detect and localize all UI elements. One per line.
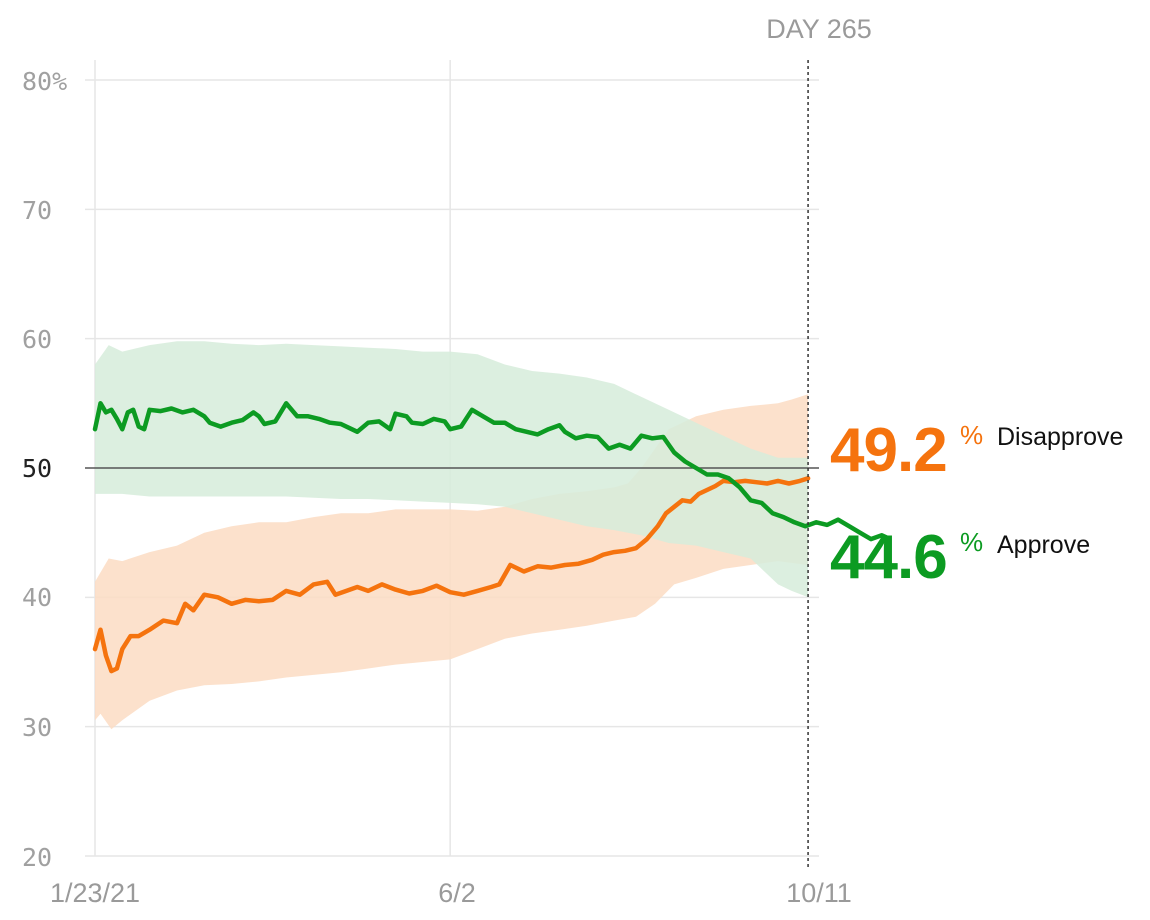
approve-label: Approve [997,531,1090,559]
series-lines [92,401,890,674]
approve-line [92,401,890,542]
y-tick-label: 80% [22,67,67,96]
disapprove-percent-sign: % [960,420,983,450]
disapprove-line [92,476,811,674]
y-tick-label: 50 [22,454,52,483]
x-tick-label: 6/2 [438,878,476,908]
approve-percent-sign: % [960,527,983,557]
approve-value: 44.6 [830,523,947,592]
disapprove-value: 49.2 [830,416,947,485]
x-tick-label: 10/11 [786,878,852,908]
y-tick-label: 40 [22,583,52,612]
y-tick-label: 30 [22,713,52,742]
x-tick-label: 1/23/21 [50,878,140,908]
y-tick-label: 70 [22,196,52,225]
y-axis: 80% 70 60 50 40 30 20 [22,67,67,872]
x-axis: 1/23/21 6/2 10/11 [50,878,852,908]
y-tick-label: 20 [22,843,52,872]
disapprove-confidence-band [95,394,809,730]
disapprove-readout: 49.2 % Disapprove [830,416,1123,485]
y-tick-label: 60 [22,325,52,354]
day-marker-label: DAY 265 [766,14,872,44]
disapprove-label: Disapprove [997,423,1123,451]
approve-readout: 44.6 % Approve [830,523,1090,592]
confidence-bands [95,341,809,730]
approve-confidence-band [95,341,809,598]
